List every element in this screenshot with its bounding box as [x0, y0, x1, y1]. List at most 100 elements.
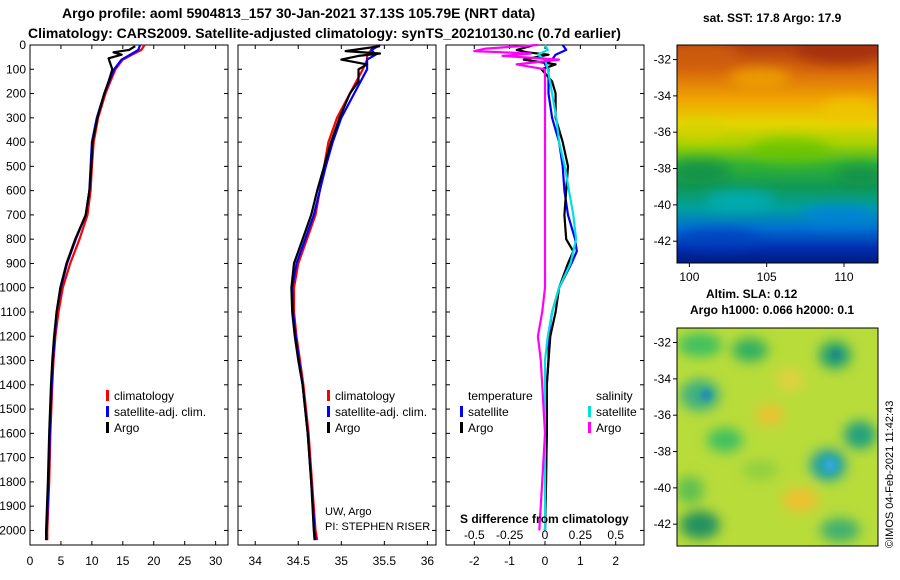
- sla-map-axes: -32 -34 -36 -38 -40 -42: [654, 336, 677, 531]
- lat-tick-label: -40: [654, 198, 672, 212]
- x-tick-label: 1: [577, 554, 584, 568]
- legend-swatch-sal-argo: [588, 422, 591, 433]
- legend-label-temp-argo: Argo: [468, 421, 494, 435]
- depth-tick-label: 1900: [0, 499, 26, 513]
- x-tick-label: 15: [116, 554, 130, 568]
- series-line-satellite-adj-clim: [45, 44, 142, 541]
- legend-swatch-satellite: [327, 406, 330, 417]
- lon-tick-label: 105: [757, 270, 777, 284]
- pi-annotation: PI: STEPHEN RISER: [325, 521, 430, 533]
- salinity-panel: [237, 44, 437, 546]
- legend-label-satellite: satellite-adj. clim.: [114, 405, 206, 419]
- depth-tick-label: 900: [6, 256, 26, 270]
- lat-tick-label: -38: [654, 445, 672, 459]
- x-tick-label: 36: [421, 554, 435, 568]
- legend-swatch-temp-argo: [460, 422, 463, 433]
- credit-label: ©IMOS 04-Feb-2021 11:42:43: [884, 400, 896, 548]
- series-line-temperature-satellite: [543, 44, 578, 531]
- depth-axis: 0 100 200 300 400 500 600 700 800 900 1000 1100 1200…: [0, 38, 26, 537]
- depth-tick-label: 400: [6, 135, 26, 149]
- sst-heatmap: [677, 45, 878, 263]
- title-line-1: Argo profile: aoml 5904813_157 30-Jan-20…: [62, 5, 536, 21]
- depth-tick-label: 1800: [0, 475, 26, 489]
- salinity-diff-tick-label: -0.25: [496, 528, 524, 542]
- sla-map-frame: [676, 327, 879, 547]
- x-tick-label: -1: [504, 554, 515, 568]
- sla-map-subtitle: Argo h1000: 0.066 h2000: 0.1: [690, 303, 854, 317]
- sst-map-title: sat. SST: 17.8 Argo: 17.9: [703, 11, 842, 25]
- legend-label-sal-satellite: satellite: [596, 405, 637, 419]
- sla-map-title: Altim. SLA: 0.12: [706, 287, 798, 301]
- x-tick-label: 10: [85, 554, 99, 568]
- salinity-diff-tick-label: 0.5: [607, 528, 624, 542]
- x-tick-label: 25: [178, 554, 192, 568]
- legend-swatch-sal-satellite: [588, 406, 591, 417]
- lat-tick-label: -36: [654, 408, 672, 422]
- depth-tick-label: 700: [6, 208, 26, 222]
- lat-tick-label: -42: [654, 517, 672, 531]
- depth-tick-label: 1300: [0, 354, 26, 368]
- legend-swatch-temp-satellite: [460, 406, 463, 417]
- depth-tick-label: 2000: [0, 523, 26, 537]
- lat-tick-label: -42: [654, 234, 672, 248]
- x-tick-label: 0: [542, 554, 549, 568]
- legend-swatch-argo: [106, 422, 109, 433]
- depth-tick-label: 100: [6, 62, 26, 76]
- depth-tick-label: 500: [6, 159, 26, 173]
- depth-tick-label: 1500: [0, 402, 26, 416]
- lon-tick-label: 110: [834, 270, 853, 284]
- salinity-diff-tick-label: -0.5: [464, 528, 485, 542]
- difference-legend: temperature satellite Argo salinity sate…: [460, 389, 637, 435]
- sst-map-frame: [676, 44, 879, 264]
- profile-lines: [44, 43, 578, 541]
- series-line-argo: [44, 45, 136, 541]
- x-tick-label: 5: [58, 554, 65, 568]
- lat-tick-label: -32: [654, 53, 672, 67]
- depth-tick-label: 1000: [0, 281, 26, 295]
- legend-label-argo: Argo: [335, 421, 361, 435]
- depth-tick-label: 300: [6, 111, 26, 125]
- legend-swatch-climatology: [106, 390, 109, 401]
- sla-heatmap: [677, 328, 878, 546]
- depth-tick-label: 600: [6, 184, 26, 198]
- legend-label-argo: Argo: [114, 421, 140, 435]
- difference-xlabel: S difference from climatology: [460, 512, 629, 526]
- depth-tick-label: 1100: [0, 305, 26, 319]
- legend-label-temp-satellite: satellite: [468, 405, 509, 419]
- series-line-salinity-satellite: [536, 44, 578, 531]
- data-source-annotation: UW, Argo: [325, 506, 371, 518]
- depth-tick-label: 1200: [0, 329, 26, 343]
- series-line-temperature-argo: [515, 43, 575, 531]
- lat-tick-label: -32: [654, 336, 672, 350]
- lat-tick-label: -40: [654, 481, 672, 495]
- legend-swatch-climatology: [327, 390, 330, 401]
- depth-tick-label: 0: [19, 38, 26, 52]
- x-tick-label: 2: [612, 554, 619, 568]
- salinity-diff-tick-label: 0.25: [569, 528, 593, 542]
- x-tick-label: -2: [469, 554, 480, 568]
- x-tick-label: 0: [27, 554, 34, 568]
- series-line-climatology: [292, 44, 377, 541]
- lat-tick-label: -34: [654, 372, 672, 386]
- legend-label-sal-argo: Argo: [596, 421, 622, 435]
- lat-tick-label: -38: [654, 162, 672, 176]
- legend-title-temperature: temperature: [468, 389, 533, 403]
- x-tick-label: 35: [335, 554, 349, 568]
- x-tick-label: 34.5: [287, 554, 311, 568]
- salinity-difference-ticks: -0.5 -0.25 0 0.25 0.5: [464, 528, 624, 542]
- x-tick-label: 35.5: [373, 554, 397, 568]
- title-line-2: Climatology: CARS2009. Satellite-adjuste…: [28, 25, 621, 41]
- x-tick-label: 34: [249, 554, 263, 568]
- legend-label-climatology: climatology: [335, 389, 395, 403]
- x-tick-label: 30: [209, 554, 223, 568]
- salinity-legend: climatology satellite-adj. clim. Argo: [327, 389, 427, 435]
- depth-tick-label: 1700: [0, 451, 26, 465]
- salinity-diff-tick-label: 0: [542, 528, 549, 542]
- legend-swatch-satellite: [106, 406, 109, 417]
- lat-tick-label: -36: [654, 125, 672, 139]
- legend-swatch-argo: [327, 422, 330, 433]
- lat-tick-label: -34: [654, 89, 672, 103]
- series-line-salinity-argo: [473, 43, 561, 531]
- depth-tick-label: 800: [6, 232, 26, 246]
